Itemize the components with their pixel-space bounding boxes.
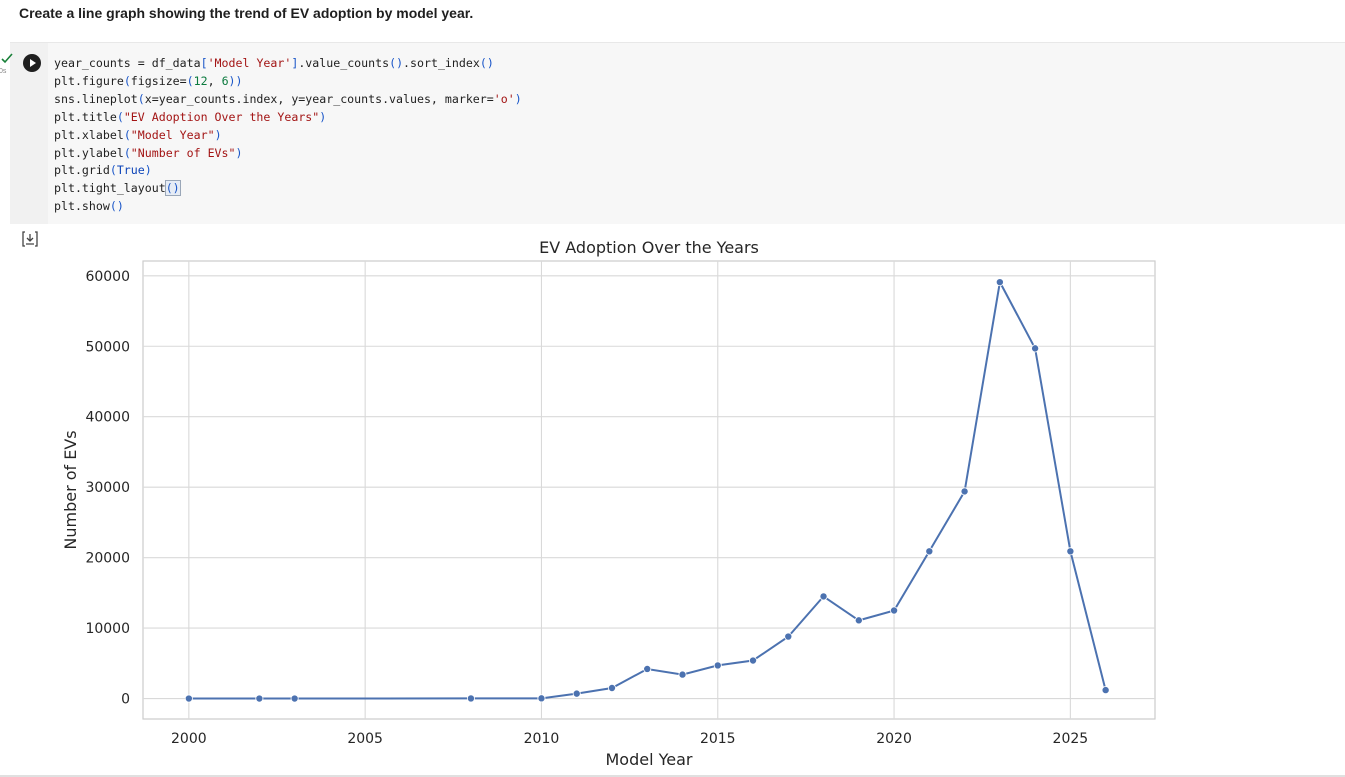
code-line: plt.title("EV Adoption Over the Years") bbox=[54, 109, 327, 124]
code-line: plt.ylabel("Number of EVs") bbox=[54, 145, 243, 160]
code-line: sns.lineplot(x=year_counts.index, y=year… bbox=[54, 91, 522, 106]
code-editor[interactable]: year_counts = df_data['Model Year'].valu… bbox=[54, 55, 522, 216]
output-toggle-icon[interactable] bbox=[22, 230, 38, 248]
run-button[interactable] bbox=[23, 54, 41, 72]
data-point bbox=[466, 694, 475, 703]
y-tick-label: 0 bbox=[121, 692, 130, 708]
data-point bbox=[960, 487, 969, 496]
code-line: plt.figure(figsize=(12, 6)) bbox=[54, 73, 243, 88]
data-point bbox=[749, 656, 758, 665]
data-point bbox=[925, 547, 934, 556]
prompt-text: Create a line graph showing the trend of… bbox=[19, 5, 474, 21]
exec-time: 0s bbox=[0, 68, 7, 75]
data-point bbox=[255, 694, 264, 703]
code-line: plt.xlabel("Model Year") bbox=[54, 127, 222, 142]
y-tick-label: 10000 bbox=[85, 621, 130, 637]
data-point bbox=[713, 661, 722, 670]
data-point bbox=[537, 694, 546, 703]
code-line: plt.tight_layout() bbox=[54, 180, 181, 197]
code-line: year_counts = df_data['Model Year'].valu… bbox=[54, 56, 494, 70]
y-tick-label: 60000 bbox=[85, 269, 130, 285]
data-point bbox=[572, 689, 581, 698]
y-tick-label: 20000 bbox=[85, 551, 130, 567]
code-line: plt.show() bbox=[54, 199, 124, 214]
y-tick-label: 50000 bbox=[85, 339, 130, 355]
y-tick-label: 30000 bbox=[85, 480, 130, 496]
chart-title: EV Adoption Over the Years bbox=[539, 238, 759, 257]
data-point bbox=[890, 606, 899, 615]
data-point bbox=[854, 616, 863, 625]
plot-area bbox=[142, 260, 1156, 720]
x-tick-label: 2010 bbox=[524, 731, 560, 747]
x-tick-label: 2025 bbox=[1053, 731, 1089, 747]
data-point bbox=[1031, 344, 1040, 353]
data-point bbox=[819, 592, 828, 601]
data-point bbox=[678, 670, 687, 679]
data-point bbox=[290, 694, 299, 703]
y-tick-label: 40000 bbox=[85, 410, 130, 426]
x-axis-label: Model Year bbox=[606, 750, 693, 769]
data-point bbox=[784, 632, 793, 641]
data-point bbox=[1101, 686, 1110, 695]
data-point bbox=[995, 278, 1004, 287]
x-tick-label: 2020 bbox=[876, 731, 912, 747]
x-tick-label: 2000 bbox=[171, 731, 207, 747]
cell-gutter bbox=[10, 43, 48, 224]
code-cell[interactable]: 0s year_counts = df_data['Model Year'].v… bbox=[0, 42, 1345, 224]
check-icon bbox=[1, 53, 13, 64]
x-tick-label: 2005 bbox=[347, 731, 383, 747]
play-icon bbox=[30, 59, 36, 67]
data-point bbox=[607, 683, 616, 692]
data-point bbox=[184, 694, 193, 703]
y-axis-label: Number of EVs bbox=[61, 430, 80, 549]
x-tick-label: 2015 bbox=[700, 731, 736, 747]
data-point bbox=[1066, 547, 1075, 556]
data-point bbox=[643, 664, 652, 673]
code-line: plt.grid(True) bbox=[54, 163, 152, 178]
divider bbox=[0, 775, 1345, 777]
